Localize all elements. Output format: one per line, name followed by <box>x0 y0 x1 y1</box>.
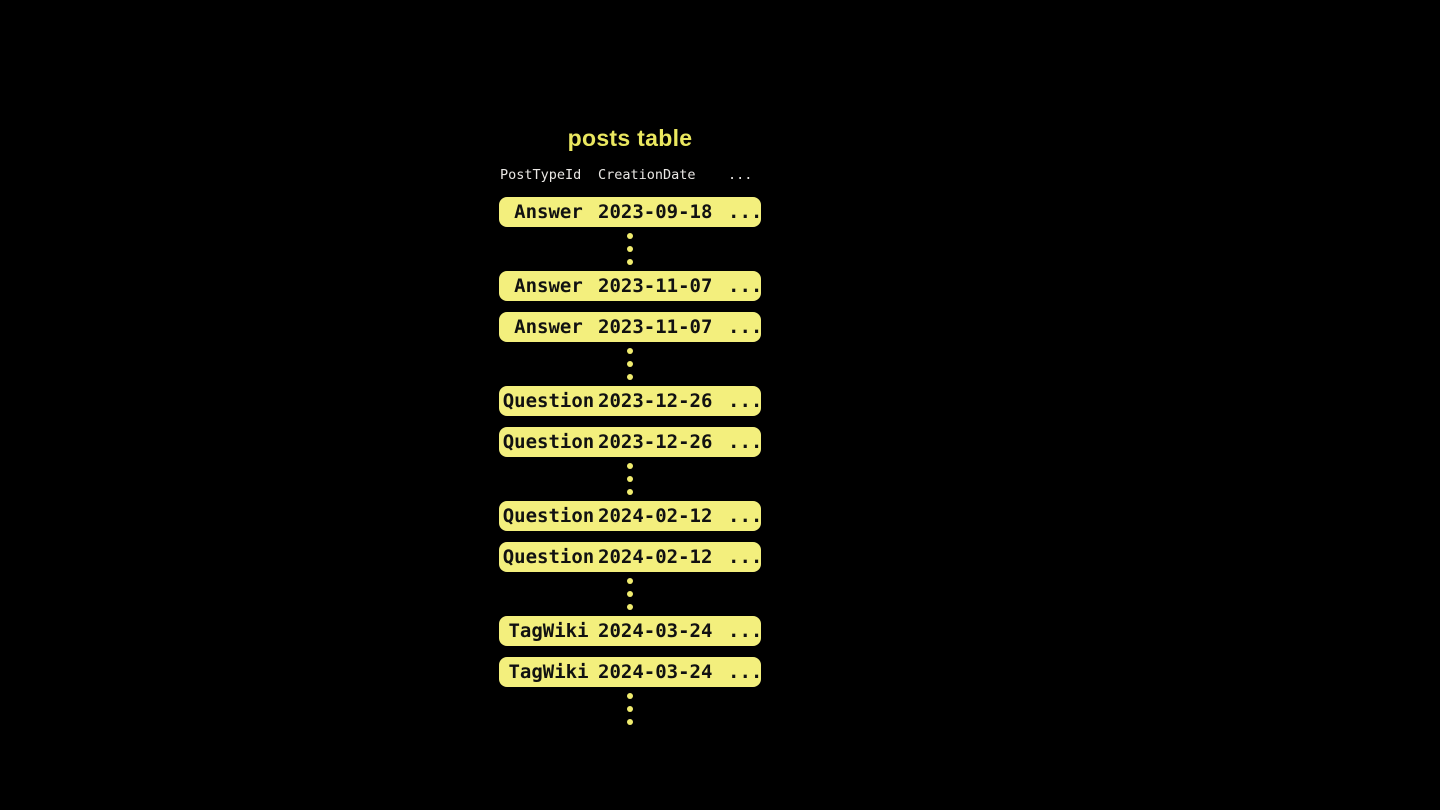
row-creation-date: 2024-03-24 <box>598 661 713 683</box>
row-post-type: Question <box>502 546 595 568</box>
row-post-type: Question <box>502 431 595 453</box>
row-creation-date: 2024-03-24 <box>598 620 713 642</box>
row-ellipsis: ... <box>728 390 763 412</box>
dot-icon <box>627 719 633 725</box>
diagram-title: posts table <box>567 125 693 151</box>
row-creation-date: 2023-12-26 <box>598 431 713 453</box>
dot-icon <box>627 259 633 265</box>
row-post-type: Answer <box>514 316 583 338</box>
continuation-dots <box>499 348 761 380</box>
posts-table-diagram: posts table PostTypeId CreationDate ... … <box>499 124 763 731</box>
row-creation-date: 2024-02-12 <box>598 546 713 568</box>
dot-icon <box>627 348 633 354</box>
header-col-posttypeid: PostTypeId <box>500 167 582 183</box>
row-ellipsis: ... <box>728 275 763 297</box>
row-creation-date: 2023-11-07 <box>598 275 713 297</box>
row-ellipsis: ... <box>728 201 763 223</box>
row-post-type: Question <box>502 505 595 527</box>
table-row: Answer 2023-11-07 ... <box>499 271 763 301</box>
row-post-type: Answer <box>514 275 583 297</box>
row-ellipsis: ... <box>728 661 763 683</box>
dot-icon <box>627 578 633 584</box>
table-row: Question 2024-02-12 ... <box>499 501 763 531</box>
dot-icon <box>627 463 633 469</box>
dot-icon <box>627 374 633 380</box>
table-row: TagWiki 2024-03-24 ... <box>499 616 763 646</box>
row-ellipsis: ... <box>728 505 763 527</box>
row-post-type: Answer <box>514 201 583 223</box>
continuation-dots <box>499 693 761 725</box>
table-row: Answer 2023-11-07 ... <box>499 312 763 342</box>
table-row: Question 2024-02-12 ... <box>499 542 763 572</box>
dot-icon <box>627 591 633 597</box>
continuation-dots <box>499 578 761 610</box>
row-creation-date: 2023-11-07 <box>598 316 713 338</box>
row-ellipsis: ... <box>728 431 763 453</box>
dot-icon <box>627 361 633 367</box>
dot-icon <box>627 246 633 252</box>
dot-icon <box>627 476 633 482</box>
table-row: Question 2023-12-26 ... <box>499 427 763 457</box>
row-post-type: TagWiki <box>508 661 589 683</box>
dot-icon <box>627 604 633 610</box>
row-creation-date: 2024-02-12 <box>598 505 713 527</box>
dot-icon <box>627 693 633 699</box>
table-row: Answer 2023-09-18 ... <box>499 197 763 227</box>
table-header: PostTypeId CreationDate ... <box>499 165 761 185</box>
row-ellipsis: ... <box>728 546 763 568</box>
dot-icon <box>627 706 633 712</box>
header-col-ellipsis: ... <box>728 167 753 183</box>
row-creation-date: 2023-12-26 <box>598 390 713 412</box>
table-rows: Answer 2023-09-18 ... Answer 2023-11-07 … <box>499 197 763 725</box>
dot-icon <box>627 489 633 495</box>
row-post-type: Question <box>502 390 595 412</box>
header-col-creationdate: CreationDate <box>598 167 696 183</box>
dot-icon <box>627 233 633 239</box>
table-row: Question 2023-12-26 ... <box>499 386 763 416</box>
continuation-dots <box>499 233 761 265</box>
row-ellipsis: ... <box>728 620 763 642</box>
continuation-dots <box>499 463 761 495</box>
row-creation-date: 2023-09-18 <box>598 201 713 223</box>
row-ellipsis: ... <box>728 316 763 338</box>
table-row: TagWiki 2024-03-24 ... <box>499 657 763 687</box>
row-post-type: TagWiki <box>508 620 589 642</box>
